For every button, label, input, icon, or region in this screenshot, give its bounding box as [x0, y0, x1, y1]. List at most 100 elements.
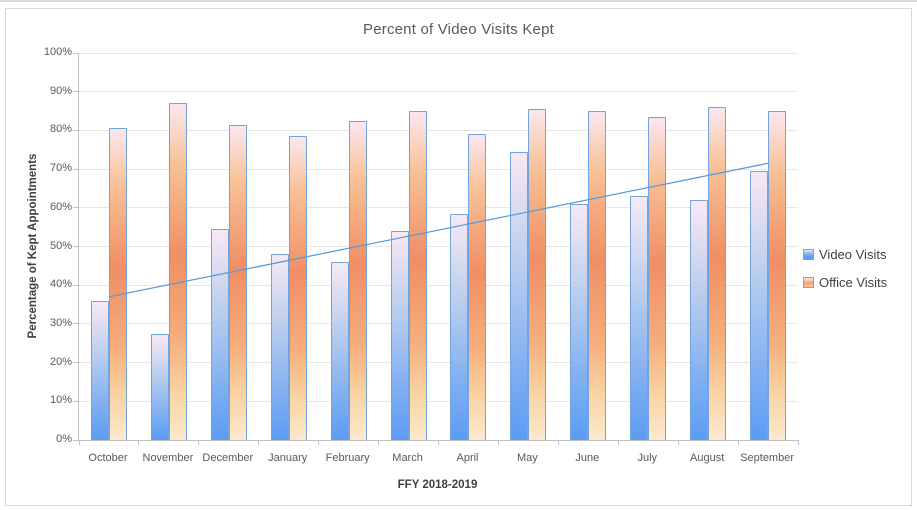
x-tick-label: September — [740, 452, 794, 464]
x-tick-label: December — [202, 452, 254, 464]
office-visits-swatch-icon — [803, 277, 814, 288]
plot-area — [73, 52, 799, 445]
bar-office-march — [408, 111, 427, 440]
bar-video-february — [330, 261, 349, 440]
legend-entry-video-visits: Video Visits — [803, 247, 887, 262]
x-tick-label: July — [637, 452, 658, 464]
bar-video-may — [510, 151, 529, 440]
y-tick-mark — [73, 439, 79, 441]
bar-video-november — [150, 333, 169, 440]
bar-office-december — [228, 124, 247, 440]
x-axis-title: FFY 2018-2019 — [397, 479, 478, 491]
bar-office-june — [588, 111, 607, 440]
bar-group-april — [439, 53, 499, 440]
bar-video-august — [690, 200, 709, 440]
y-tick-label: 80% — [49, 123, 72, 136]
x-tick-mark — [737, 440, 739, 445]
y-tick-mark — [73, 400, 79, 402]
y-tick-label: 50% — [49, 239, 72, 252]
x-tick-mark — [797, 440, 799, 445]
y-tick-mark — [73, 323, 79, 325]
y-tick-mark — [73, 52, 79, 54]
y-tick-label: 30% — [49, 316, 72, 329]
gridline — [79, 91, 798, 93]
bar-group-january — [259, 53, 319, 440]
x-tick-mark — [378, 440, 380, 445]
bar-video-july — [630, 196, 649, 440]
bar-video-june — [570, 203, 589, 440]
bar-group-march — [379, 53, 439, 440]
y-tick-mark — [73, 129, 79, 131]
bar-group-september — [738, 53, 798, 440]
x-tick-mark — [318, 440, 320, 445]
bar-group-february — [319, 53, 379, 440]
y-tick-mark — [73, 207, 79, 209]
gridline — [79, 52, 798, 54]
legend-entry-office-visits: Office Visits — [803, 275, 887, 290]
bar-office-april — [468, 134, 487, 440]
y-tick-mark — [73, 362, 79, 364]
bar-office-february — [348, 120, 367, 440]
bar-group-november — [139, 53, 199, 440]
y-tick-label: 20% — [49, 355, 72, 368]
legend-label: Video Visits — [819, 247, 887, 262]
bar-office-october — [108, 128, 127, 440]
bar-group-july — [618, 53, 678, 440]
bar-group-august — [678, 53, 738, 440]
x-tick-mark — [617, 440, 619, 445]
x-tick-label: January — [268, 452, 308, 464]
bar-video-april — [450, 213, 469, 440]
x-tick-label: March — [392, 452, 423, 464]
y-tick-label: 60% — [49, 200, 72, 213]
gridline — [79, 362, 798, 364]
y-tick-mark — [73, 246, 79, 247]
y-tick-mark — [73, 91, 79, 93]
y-tick-label: 100% — [43, 46, 72, 58]
bar-office-november — [168, 103, 187, 440]
bar-office-august — [708, 107, 727, 440]
x-tick-mark — [198, 440, 200, 445]
bar-video-october — [90, 300, 109, 440]
video-visits-swatch-icon — [803, 249, 814, 260]
y-tick-mark — [73, 284, 79, 286]
bar-group-june — [558, 53, 618, 440]
bar-group-october — [79, 53, 139, 440]
gridline — [79, 400, 798, 402]
gridline — [79, 129, 798, 131]
bar-video-december — [210, 229, 229, 440]
x-tick-mark — [78, 440, 80, 445]
y-tick-label: 90% — [49, 84, 72, 97]
bar-group-december — [199, 53, 259, 440]
bar-video-september — [750, 171, 769, 440]
bar-video-march — [390, 231, 409, 440]
legend-label: Office Visits — [819, 275, 888, 290]
x-tick-label: October — [88, 452, 128, 464]
bar-office-july — [648, 116, 667, 440]
x-tick-label: April — [456, 452, 479, 464]
x-tick-mark — [258, 440, 260, 445]
y-tick-label: 70% — [49, 162, 72, 175]
x-tick-mark — [497, 440, 499, 445]
x-axis-tick-labels: October November December January February Ma… — [78, 452, 797, 464]
bar-video-january — [270, 254, 289, 440]
bar-office-may — [528, 109, 547, 440]
bar-group-may — [498, 53, 558, 440]
window-top-edge — [0, 0, 917, 2]
x-tick-mark — [438, 440, 439, 445]
x-tick-mark — [677, 440, 679, 445]
bar-office-january — [288, 136, 307, 440]
x-tick-label: May — [517, 452, 538, 464]
x-tick-label: June — [575, 452, 600, 464]
x-tick-mark — [138, 440, 140, 445]
chart-title: Percent of Video Visits Kept — [363, 21, 554, 38]
gridline — [79, 323, 798, 325]
x-tick-label: August — [690, 452, 725, 464]
y-tick-mark — [73, 168, 79, 170]
bar-office-september — [768, 111, 787, 440]
x-tick-label: November — [142, 452, 194, 464]
legend: Video Visits Office Visits — [803, 247, 887, 290]
y-tick-label: 40% — [49, 278, 72, 291]
x-tick-label: February — [325, 452, 370, 464]
bar-series — [79, 53, 798, 440]
